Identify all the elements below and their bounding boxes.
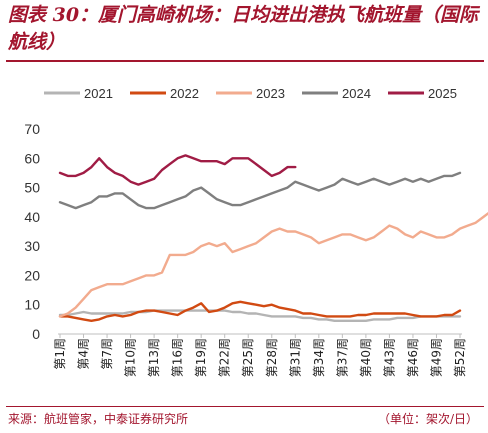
x-tick-label: 第7周	[100, 338, 114, 370]
legend-label-2025: 2025	[428, 86, 457, 101]
legend: 2021 2022 2023 2024 2025	[44, 86, 457, 101]
x-tick-label: 第16周	[171, 338, 185, 377]
legend-label-2021: 2021	[84, 86, 113, 101]
series-line-2024	[58, 171, 462, 210]
title-divider	[6, 60, 484, 62]
y-tick-label: 50	[24, 180, 40, 196]
x-tick-label: 第13周	[147, 338, 161, 377]
x-tick-label: 第10周	[124, 338, 138, 377]
source-note: 来源：航班管家，中泰证券研究所	[8, 412, 189, 426]
x-tick-label: 第43周	[382, 338, 396, 377]
x-tick-label: 第1周	[53, 338, 67, 370]
series-line-2023	[58, 212, 488, 318]
x-tick-label: 第37周	[335, 338, 349, 377]
series-line-2021	[58, 309, 462, 322]
x-tick-label: 第4周	[77, 338, 91, 370]
x-tick-label: 第25周	[241, 338, 255, 377]
x-tick-label: 第46周	[406, 338, 420, 377]
footer-divider	[6, 406, 484, 407]
y-tick-label: 70	[24, 121, 40, 137]
y-tick-label: 0	[32, 326, 40, 342]
line-chart: 2021 2022 2023 2024 2025 0 10 20 30 40 50 60 70 第1周…	[24, 86, 488, 377]
x-tick-label: 第31周	[288, 338, 302, 377]
legend-label-2022: 2022	[170, 86, 199, 101]
series-line-2025	[58, 154, 297, 186]
x-tick-label: 第28周	[265, 338, 279, 377]
chart-title: 图表 30：厦门高崎机场：日均进出港执飞航班量（国际航线）	[8, 4, 479, 53]
x-tick-label: 第49周	[429, 338, 443, 377]
y-tick-label: 30	[24, 238, 40, 254]
x-tick-label: 第52周	[453, 338, 467, 377]
unit-note: （单位：架次/日）	[377, 412, 478, 426]
y-axis: 0 10 20 30 40 50 60 70	[24, 121, 40, 342]
x-axis: 第1周 第4周 第7周 第10周 第13周 第16周 第19周 第22周 第25周 第28周 第31…	[53, 333, 467, 377]
legend-label-2023: 2023	[256, 86, 285, 101]
y-tick-label: 40	[24, 209, 40, 225]
x-tick-label: 第19周	[194, 338, 208, 377]
x-tick-label: 第34周	[312, 338, 326, 377]
series-line-2022	[58, 300, 462, 322]
y-tick-label: 20	[24, 267, 40, 283]
series-lines	[58, 154, 488, 322]
y-tick-label: 10	[24, 297, 40, 313]
y-tick-label: 60	[24, 150, 40, 166]
x-tick-label: 第40周	[359, 338, 373, 377]
x-tick-label: 第22周	[218, 338, 232, 377]
legend-label-2024: 2024	[342, 86, 371, 101]
